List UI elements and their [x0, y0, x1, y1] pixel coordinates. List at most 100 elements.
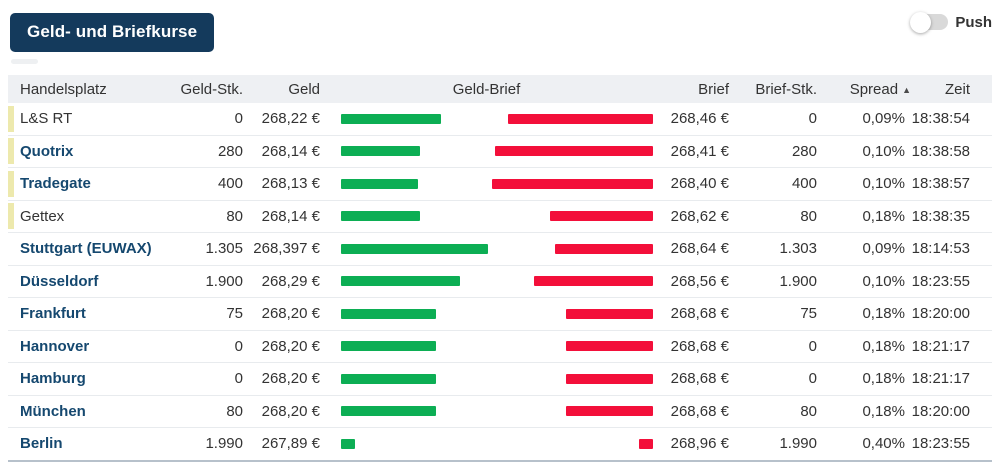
push-toggle[interactable]	[910, 11, 949, 33]
table-header-row: Handelsplatz Geld-Stk. Geld Geld-Brief B…	[8, 75, 992, 103]
column-header-brief-stk[interactable]: Brief-Stk.	[729, 75, 817, 103]
bid-ask-bars-cell	[320, 103, 653, 136]
bid-ask-bars-cell	[320, 167, 653, 201]
bid-ask-bars-cell	[320, 362, 653, 396]
spread-cell: 0,18%	[817, 330, 911, 363]
venue-cell: München	[8, 395, 170, 428]
table-row: Frankfurt 75 268,20 € 268,68 € 75 0,18% …	[8, 297, 992, 331]
table-row: München 80 268,20 € 268,68 € 80 0,18% 18…	[8, 395, 992, 428]
bid-price-cell: 268,14 €	[243, 135, 320, 168]
venue-name[interactable]: Düsseldorf	[20, 272, 99, 290]
bid-size-cell: 0	[170, 362, 243, 396]
decorative-dash	[11, 59, 38, 64]
table-row: Tradegate 400 268,13 € 268,40 € 400 0,10…	[8, 167, 992, 201]
ask-price-cell: 268,46 €	[653, 103, 729, 136]
time-cell: 18:14:53	[911, 232, 992, 266]
bid-price-cell: 268,20 €	[243, 362, 320, 396]
ask-bar	[534, 276, 653, 287]
spread-cell: 0,10%	[817, 167, 911, 201]
column-header-geld-stk[interactable]: Geld-Stk.	[170, 75, 243, 103]
venue-name[interactable]: Berlin	[20, 435, 63, 453]
bid-price-cell: 268,13 €	[243, 167, 320, 201]
bar-track	[341, 233, 653, 265]
ask-price-cell: 268,62 €	[653, 200, 729, 233]
time-cell: 18:20:00	[911, 395, 992, 428]
ask-size-cell: 1.303	[729, 232, 817, 266]
venue-cell: Gettex	[8, 200, 170, 233]
bid-size-cell: 1.305	[170, 232, 243, 266]
venue-name[interactable]: Tradegate	[20, 175, 91, 193]
spread-cell: 0,18%	[817, 297, 911, 331]
bid-price-cell: 268,14 €	[243, 200, 320, 233]
venue-marker-icon	[8, 203, 14, 230]
venue-name[interactable]: München	[20, 402, 86, 420]
venue-name[interactable]: Hannover	[20, 337, 90, 355]
ask-bar	[555, 243, 653, 254]
bid-price-cell: 268,29 €	[243, 265, 320, 298]
bid-ask-bars-cell	[320, 265, 653, 298]
bid-ask-bars-cell	[320, 297, 653, 331]
table-row: L&S RT 0 268,22 € 268,46 € 0 0,09% 18:38…	[8, 103, 992, 136]
ask-size-cell: 0	[729, 103, 817, 136]
bar-track	[341, 103, 653, 135]
column-header-brief[interactable]: Brief	[653, 75, 729, 103]
venue-cell: Stuttgart (EUWAX)	[8, 232, 170, 266]
bid-price-cell: 268,22 €	[243, 103, 320, 136]
ask-bar	[639, 438, 653, 449]
ask-price-cell: 268,64 €	[653, 232, 729, 266]
bar-track	[341, 396, 653, 428]
bid-size-cell: 400	[170, 167, 243, 201]
ask-price-cell: 268,68 €	[653, 297, 729, 331]
venue-name: L&S RT	[20, 110, 73, 128]
push-control: Push	[910, 11, 992, 33]
bar-track	[341, 136, 653, 168]
bid-bar	[341, 146, 420, 157]
ask-price-cell: 268,68 €	[653, 330, 729, 363]
venue-name[interactable]: Frankfurt	[20, 305, 86, 323]
time-cell: 18:38:35	[911, 200, 992, 233]
venue-name[interactable]: Hamburg	[20, 370, 86, 388]
toggle-knob-icon	[910, 11, 932, 33]
bid-price-cell: 268,20 €	[243, 297, 320, 331]
bid-bar	[341, 406, 436, 417]
venue-cell: Hamburg	[8, 362, 170, 396]
column-header-geld[interactable]: Geld	[243, 75, 320, 103]
time-cell: 18:23:55	[911, 427, 992, 462]
venue-cell: Quotrix	[8, 135, 170, 168]
bid-ask-bars-cell	[320, 330, 653, 363]
column-header-spread[interactable]: Spread ▲	[817, 75, 911, 103]
ask-bar	[566, 308, 653, 319]
venue-cell: L&S RT	[8, 103, 170, 136]
bid-size-cell: 0	[170, 330, 243, 363]
venue-name[interactable]: Stuttgart (EUWAX)	[20, 240, 152, 258]
ask-bar	[495, 146, 653, 157]
venue-marker-icon	[8, 105, 14, 132]
venue-cell: Düsseldorf	[8, 265, 170, 298]
time-cell: 18:38:54	[911, 103, 992, 136]
bid-price-cell: 268,20 €	[243, 395, 320, 428]
ask-size-cell: 280	[729, 135, 817, 168]
ask-price-cell: 268,40 €	[653, 167, 729, 201]
time-cell: 18:23:55	[911, 265, 992, 298]
bid-size-cell: 1.990	[170, 427, 243, 462]
bid-ask-bars-cell	[320, 200, 653, 233]
bid-bar	[341, 178, 418, 189]
venue-cell: Hannover	[8, 330, 170, 363]
bar-track	[341, 298, 653, 330]
time-cell: 18:21:17	[911, 330, 992, 363]
ask-size-cell: 80	[729, 395, 817, 428]
column-header-geld-brief[interactable]: Geld-Brief	[320, 75, 653, 103]
bid-price-cell: 267,89 €	[243, 427, 320, 462]
table-row: Düsseldorf 1.900 268,29 € 268,56 € 1.900…	[8, 265, 992, 298]
bid-size-cell: 80	[170, 200, 243, 233]
spread-cell: 0,18%	[817, 200, 911, 233]
column-header-zeit[interactable]: Zeit	[911, 75, 992, 103]
venue-marker-icon	[8, 138, 14, 165]
venue-name[interactable]: Quotrix	[20, 142, 74, 160]
bar-track	[341, 428, 653, 460]
bar-track	[341, 266, 653, 298]
ask-bar	[492, 178, 653, 189]
ask-bar	[566, 341, 653, 352]
column-header-handelsplatz[interactable]: Handelsplatz	[8, 75, 170, 103]
table-body: L&S RT 0 268,22 € 268,46 € 0 0,09% 18:38…	[8, 103, 992, 462]
